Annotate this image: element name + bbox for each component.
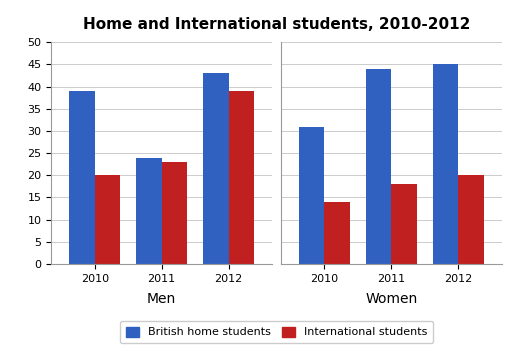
Bar bbox=[458, 175, 484, 264]
Bar bbox=[95, 175, 120, 264]
X-axis label: Men: Men bbox=[147, 292, 176, 306]
Bar bbox=[433, 64, 458, 264]
Bar bbox=[228, 91, 254, 264]
Text: Home and International students, 2010-2012: Home and International students, 2010-20… bbox=[83, 17, 470, 32]
Bar bbox=[366, 69, 391, 264]
Bar bbox=[299, 126, 325, 264]
Bar bbox=[391, 184, 417, 264]
Bar bbox=[203, 73, 228, 264]
Bar bbox=[162, 162, 187, 264]
Bar bbox=[325, 202, 350, 264]
Bar bbox=[69, 91, 95, 264]
X-axis label: Women: Women bbox=[365, 292, 417, 306]
Bar bbox=[136, 158, 162, 264]
Legend: British home students, International students: British home students, International stu… bbox=[120, 321, 433, 343]
